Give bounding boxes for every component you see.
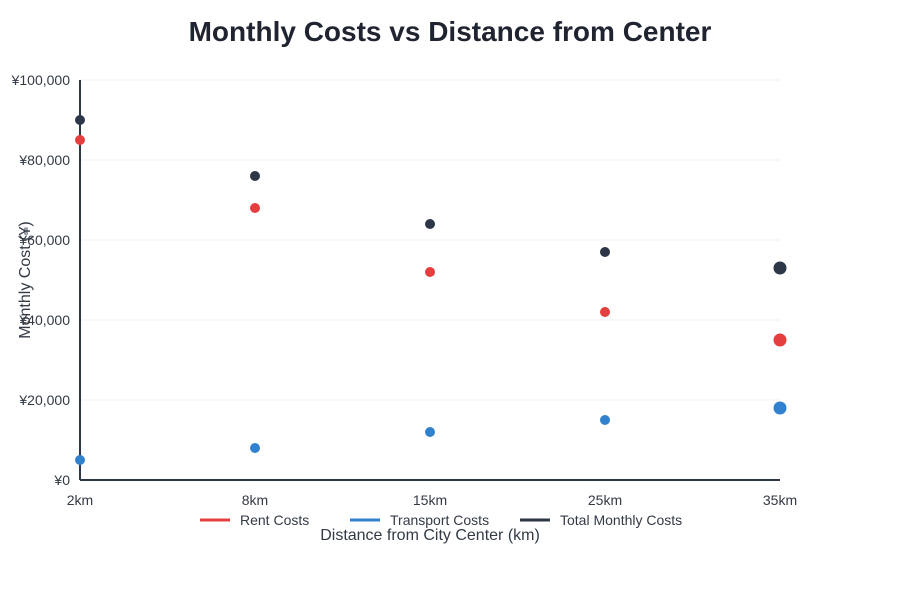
y-tick-label: ¥40,000 — [18, 312, 70, 328]
y-tick-label: ¥0 — [53, 472, 70, 488]
point-transport-costs[interactable] — [600, 415, 610, 425]
point-rent-costs[interactable] — [250, 203, 260, 213]
y-tick-label: ¥60,000 — [18, 232, 70, 248]
point-rent-costs[interactable] — [425, 267, 435, 277]
y-tick-label: ¥80,000 — [18, 152, 70, 168]
point-total-monthly-costs[interactable] — [75, 115, 85, 125]
point-transport-costs[interactable] — [75, 455, 85, 465]
y-tick-label: ¥100,000 — [11, 72, 71, 88]
point-rent-costs[interactable] — [773, 333, 787, 347]
legend: Rent Costs Transport Costs Total Monthly C… — [200, 512, 682, 528]
x-tick-label: 35km — [763, 492, 797, 508]
point-total-monthly-costs[interactable] — [773, 261, 787, 275]
x-axis-label: Distance from City Center (km) — [320, 527, 540, 544]
point-rent-costs[interactable] — [600, 307, 610, 317]
legend-label[interactable]: Rent Costs — [240, 512, 309, 528]
x-tick-label: 15km — [413, 492, 447, 508]
legend-label[interactable]: Transport Costs — [390, 512, 489, 528]
y-axis-label: Monthly Cost (¥) — [17, 221, 34, 338]
point-transport-costs[interactable] — [425, 427, 435, 437]
point-transport-costs[interactable] — [773, 401, 787, 415]
x-tick-label: 8km — [242, 492, 268, 508]
x-tick-label: 25km — [588, 492, 622, 508]
legend-label[interactable]: Total Monthly Costs — [560, 512, 682, 528]
point-total-monthly-costs[interactable] — [425, 219, 435, 229]
point-rent-costs[interactable] — [75, 135, 85, 145]
x-tick-label: 2km — [67, 492, 93, 508]
y-tick-label: ¥20,000 — [18, 392, 70, 408]
point-total-monthly-costs[interactable] — [250, 171, 260, 181]
chart-title: Monthly Costs vs Distance from Center — [189, 16, 712, 47]
point-total-monthly-costs[interactable] — [600, 247, 610, 257]
point-transport-costs[interactable] — [250, 443, 260, 453]
